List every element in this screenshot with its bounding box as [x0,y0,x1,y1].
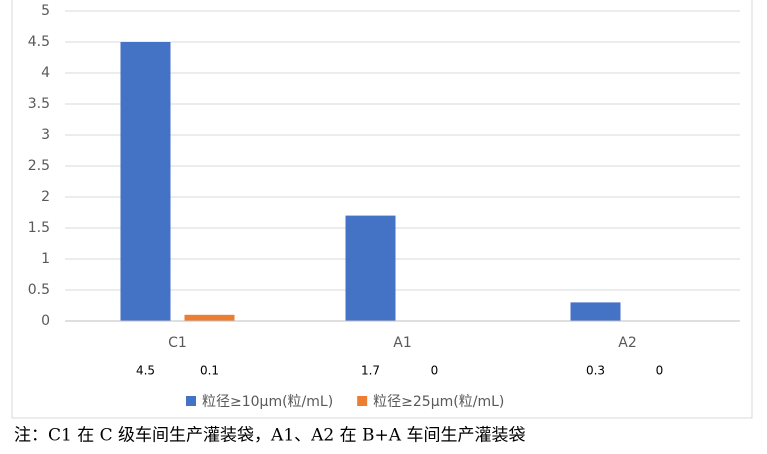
y-tick-label: 5 [41,3,50,19]
x-tick-label: A1 [393,335,411,351]
y-tick-label: 4 [41,65,50,81]
value-label: 0.3 [586,364,605,378]
x-tick-label: A2 [618,335,636,351]
y-tick-label: 4.5 [28,34,50,50]
value-label: 4.5 [136,364,155,378]
bar [184,314,235,321]
note: 注：C1 在 C 级车间生产灌装袋，A1、A2 在 B+A 车间生产灌装袋 [14,426,525,446]
y-tick-label: 1 [41,251,50,267]
value-label: 0.1 [200,364,219,378]
value-label: 0 [431,364,439,378]
y-tick-label: 0.5 [28,282,50,298]
value-label: 0 [656,364,664,378]
legend-swatch [186,396,196,406]
bar [120,42,171,321]
x-tick-label: C1 [168,335,187,351]
bar [570,302,621,321]
y-tick-label: 2 [41,189,50,205]
value-label: 1.7 [361,364,380,378]
y-tick-label: 2.5 [28,158,50,174]
y-tick-label: 0 [41,313,50,329]
legend-label: 粒径≥25μm(粒/mL) [373,394,504,410]
bar [345,215,396,321]
y-tick-label: 3 [41,127,50,143]
legend-swatch [357,396,368,406]
legend-label: 粒径≥10μm(粒/mL) [202,394,333,410]
y-tick-label: 1.5 [28,220,50,236]
y-tick-label: 3.5 [28,96,50,112]
